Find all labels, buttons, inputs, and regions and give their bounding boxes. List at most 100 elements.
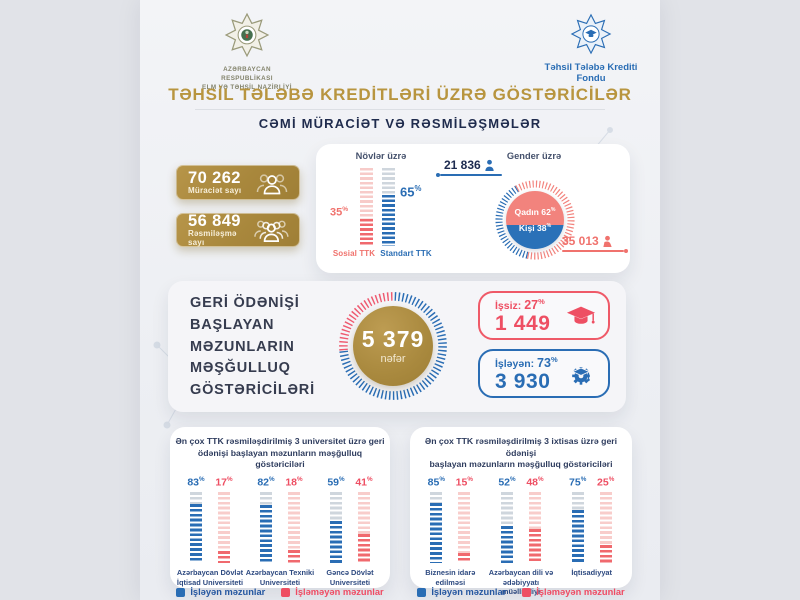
employed-percent: 83%	[187, 476, 205, 489]
major-name: İqtisadiyyat	[571, 568, 613, 578]
standard-ttk-percent: 65%	[400, 184, 422, 200]
applications-label: Müraciət sayı	[188, 186, 242, 196]
applications-value: 70 262	[188, 168, 241, 187]
unemployed-label: İşsiz: 27%	[495, 296, 545, 313]
unemployed-bar	[358, 492, 370, 564]
employed-stat-pill: İşləyən: 73% 3 930	[478, 349, 610, 398]
employed-percent: 59%	[327, 476, 345, 489]
university-name: Azərbaycan Dövlət İqtisad Universiteti	[176, 568, 244, 587]
standard-ttk-bar	[382, 168, 395, 246]
legend-unemployed-label: İşləməyən məzunlar	[295, 587, 384, 598]
female-tag-dot	[624, 249, 628, 253]
gender-chart-title: Gender üzrə	[506, 151, 562, 161]
male-count: 21 836	[444, 158, 481, 172]
university-group: 59% 41% Gəncə Dövlət Universiteti	[315, 477, 385, 587]
male-tag-dot	[436, 173, 440, 177]
repayment-heading: GERİ ÖDƏNİŞİ BAŞLAYAN MƏZUNLARIN MƏŞĞULL…	[190, 293, 315, 402]
university-group: 82% 18% Azərbaycan Texniki Universiteti	[245, 477, 315, 587]
ministry-name-line1: AZƏRBAYCAN RESPUBLİKASI	[221, 66, 273, 83]
types-chart-title: Növlər üzrə	[355, 151, 407, 161]
fund-emblem-icon	[570, 13, 612, 55]
social-ttk-percent: 35%	[330, 206, 349, 219]
employed-percent: 85%	[427, 476, 445, 489]
gender-donut-ring	[495, 180, 575, 260]
legend-employed-swatch	[417, 587, 427, 597]
university-name: Azərbaycan Texniki Universiteti	[245, 568, 315, 587]
standard-ttk-bar-fill	[382, 195, 395, 246]
registrations-label: Rəsmiləşmə sayı	[188, 229, 237, 248]
repayment-heading-line: MƏZUNLARIN	[190, 338, 295, 355]
unemployed-percent: 48%	[526, 476, 544, 489]
page-title: TƏHSİL TƏLƏBƏ KREDİTLƏRİ ÜZRƏ GÖSTƏRİCİL…	[168, 85, 632, 104]
standard-ttk-bar-rest	[382, 168, 395, 196]
people-group-icon	[254, 220, 289, 242]
title-divider	[195, 109, 605, 110]
page-subtitle: CƏMİ MÜRACİƏT VƏ RƏSMİLƏŞMƏLƏR	[258, 116, 542, 131]
repayment-heading-line: GÖSTƏRİCİLƏRİ	[190, 382, 315, 398]
graduates-total-circle: 5 379 nəfər	[353, 306, 433, 386]
legend-employed-label: İşləyən məzunlar	[431, 587, 507, 598]
unemployed-percent: 18%	[285, 476, 303, 489]
ministry-name-line2: ELM VƏ TƏHSİL NAZİRLİYİ	[202, 84, 292, 92]
fund-name: Təhsil Tələbə Krediti Fondu	[544, 62, 638, 84]
unemployed-percent: 15%	[455, 476, 473, 489]
legend-unemployed-swatch	[281, 587, 291, 597]
employed-bar	[501, 492, 513, 564]
unemployed-bar	[529, 492, 541, 564]
female-share: Qadın 62%	[514, 206, 556, 217]
social-ttk-bar-rest	[360, 168, 373, 219]
male-tag-rule	[440, 174, 502, 176]
registrations-stat-box: 56 849 Rəsmiləşmə sayı	[176, 212, 300, 248]
unemployed-bar	[218, 492, 230, 564]
social-ttk-bar	[360, 168, 373, 246]
employed-bar	[330, 492, 342, 564]
repayment-card: GERİ ÖDƏNİŞİ BAŞLAYAN MƏZUNLARIN MƏŞĞULL…	[168, 281, 626, 412]
ministry-logo-block: AZƏRBAYCAN RESPUBLİKASI ELM VƏ TƏHSİL NA…	[199, 12, 295, 92]
unemployed-percent: 25%	[597, 476, 615, 489]
legend-employed-label: İşləyən məzunlar	[190, 587, 266, 598]
legend-employed-swatch	[176, 587, 186, 597]
female-person-icon	[603, 235, 612, 247]
fund-logo-block: Təhsil Tələbə Krediti Fondu	[536, 13, 646, 84]
unemployed-percent: 17%	[215, 476, 233, 489]
majors-chart-title: Ən çox TTK rəsmiləşdirilmiş 3 ixtisas üz…	[424, 436, 618, 470]
employed-percent: 52%	[498, 476, 516, 489]
female-tag-rule	[562, 250, 624, 252]
unemployed-bar	[288, 492, 300, 564]
overview-charts-card: Növlər üzrə 35% 65% Sosial TTK Standart …	[316, 144, 630, 273]
graduates-total-unit: nəfər	[380, 352, 406, 365]
social-ttk-label: Sosial TTK	[332, 249, 376, 258]
employed-bar	[571, 492, 584, 564]
unemployed-bar	[599, 492, 612, 564]
universities-chart-title: Ən çox TTK rəsmiləşdirilmiş 3 universite…	[175, 436, 385, 470]
majors-groups: 85% 15% Biznesin idarə edilməsi	[415, 476, 627, 597]
repayment-heading-line: GERİ ÖDƏNİŞİ	[190, 295, 300, 311]
applications-stat-box: 70 262 Müraciət sayı	[176, 165, 300, 200]
employment-donut-ring	[339, 292, 447, 400]
ministry-emblem-icon	[224, 12, 270, 58]
female-count-tag: 35 013	[562, 234, 613, 248]
gear-graduation-icon	[571, 366, 591, 385]
unemployed-stat-pill: İşsiz: 27% 1 449	[478, 291, 610, 340]
employed-percent: 75%	[569, 476, 587, 489]
employed-bar	[260, 492, 272, 564]
female-count: 35 013	[562, 234, 599, 248]
university-name: Gəncə Dövlət Universiteti	[326, 568, 374, 587]
content-column: AZƏRBAYCAN RESPUBLİKASI ELM VƏ TƏHSİL NA…	[140, 0, 660, 600]
universities-legend: İşləyən məzunlar İşləməyən məzunlar	[175, 587, 385, 597]
male-person-icon	[485, 159, 494, 171]
majors-legend: İşləyən məzunlar İşləməyən məzunlar	[415, 587, 627, 597]
major-group: 52% 48% Azərbaycan dili və ədəbiyyatı mü…	[486, 476, 557, 597]
universities-chart-card: Ən çox TTK rəsmiləşdirilmiş 3 universite…	[170, 427, 390, 597]
unemployed-bar	[458, 492, 471, 564]
standard-ttk-label: Standart TTK	[380, 249, 432, 258]
graduates-total-value: 5 379	[361, 325, 425, 352]
universities-groups: 83% 17% Azərbaycan Dövlət İqtisad Univer…	[175, 477, 385, 587]
unemployed-percent: 41%	[355, 476, 373, 489]
major-name: Azərbaycan dili və ədəbiyyatı müəllimliy…	[488, 568, 554, 597]
employed-bar	[190, 492, 202, 564]
people-outline-icon	[256, 173, 288, 194]
legend-unemployed-label: İşləməyən məzunlar	[536, 587, 625, 598]
male-share: Kişi 38%	[518, 222, 552, 233]
